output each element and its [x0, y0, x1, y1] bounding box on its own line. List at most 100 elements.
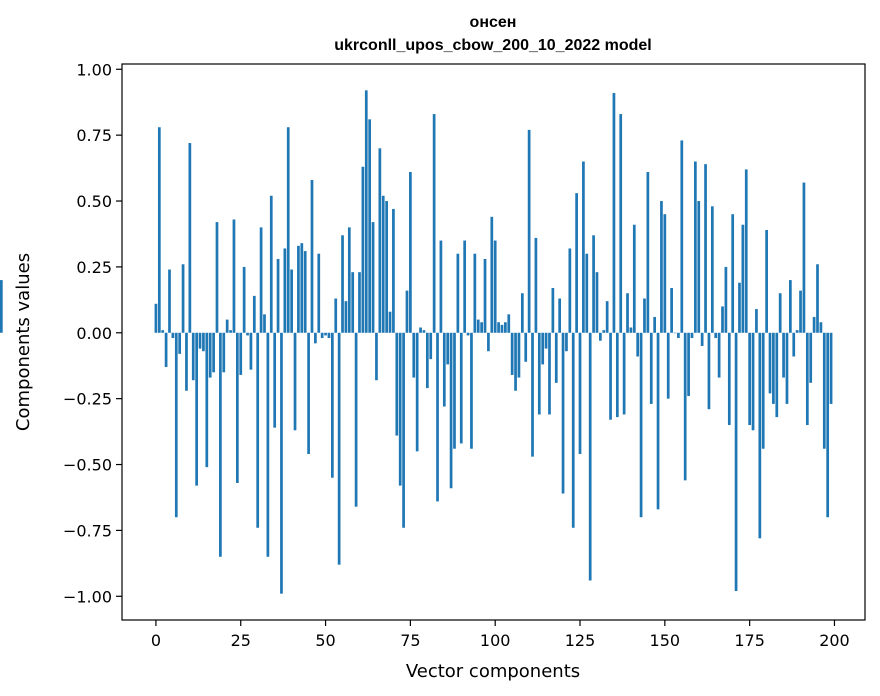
- bar-157: [687, 332, 690, 397]
- y-tick-label: 0.00: [76, 324, 112, 343]
- bar-83: [436, 332, 439, 502]
- bar-44: [303, 251, 307, 333]
- bar-150: [663, 214, 667, 333]
- bar-121: [565, 332, 568, 352]
- bar-72: [398, 332, 402, 486]
- bar-3: [164, 332, 168, 368]
- bar-70: [392, 208, 395, 333]
- bar-28: [249, 332, 253, 370]
- bar-196: [819, 322, 823, 333]
- bar-111: [531, 332, 534, 457]
- bar-185: [782, 332, 785, 378]
- bar-89: [456, 253, 460, 333]
- bar-141: [632, 224, 636, 333]
- bar-194: [812, 316, 816, 333]
- bar-43: [300, 243, 304, 333]
- bar-117: [551, 287, 555, 333]
- x-tick-label: 50: [315, 631, 335, 650]
- chart-title: онсен: [470, 14, 517, 31]
- bar-34: [269, 195, 273, 333]
- bar-146: [649, 332, 653, 404]
- bar-24: [235, 332, 239, 483]
- bar-110: [527, 129, 531, 333]
- bar-116: [548, 332, 551, 415]
- bar-79: [422, 330, 426, 333]
- bar-158: [690, 332, 694, 339]
- bar-94: [473, 253, 477, 333]
- bar-25: [239, 332, 243, 375]
- y-tick-label: −0.25: [63, 390, 112, 409]
- bar-63: [368, 119, 372, 333]
- bar-51: [327, 332, 331, 339]
- y-axis: −1.00 −0.75 −0.50 −0.25 0.00 0.25 0.50 0.75 1.00: [63, 60, 122, 606]
- bar-112: [534, 237, 538, 333]
- bar-114: [541, 332, 545, 365]
- bar-60: [358, 272, 361, 333]
- x-tick-label: 0: [151, 631, 161, 650]
- y-tick-label: −1.00: [63, 587, 112, 606]
- bar-38: [283, 248, 287, 333]
- bar-78: [419, 327, 422, 333]
- bar-165: [714, 332, 718, 339]
- x-tick-label: 25: [231, 631, 251, 650]
- bar-106: [514, 332, 517, 391]
- bar-171: [734, 332, 738, 592]
- bar-174: [744, 169, 748, 333]
- bar-15: [205, 332, 209, 468]
- bar-101: [497, 322, 500, 333]
- bar-163: [707, 332, 711, 410]
- bar-88: [453, 332, 456, 449]
- bar-130: [595, 272, 599, 333]
- bar-161: [700, 332, 704, 346]
- bar-192: [805, 332, 809, 426]
- bar-132: [602, 330, 606, 333]
- bar-137: [619, 114, 623, 333]
- bar-29: [252, 295, 256, 333]
- bar-81: [429, 332, 433, 360]
- bar-30: [256, 332, 260, 528]
- x-tick-label: 200: [819, 631, 850, 650]
- bar-35: [273, 332, 277, 428]
- bar-122: [568, 248, 572, 333]
- bar-56: [344, 301, 348, 333]
- y-tick-label: −0.75: [63, 521, 112, 540]
- bar-48: [317, 253, 321, 333]
- bar-8: [181, 264, 185, 333]
- bar-103: [504, 322, 507, 333]
- y-tick-label: 0.75: [76, 126, 112, 145]
- bar-62: [364, 90, 368, 333]
- bar-126: [582, 161, 585, 333]
- bar-186: [785, 332, 789, 404]
- bar-49: [320, 332, 324, 339]
- bar-80: [425, 332, 429, 389]
- bar-166: [717, 332, 721, 378]
- bar-123: [571, 332, 575, 528]
- bar-108: [520, 293, 524, 333]
- bar-155: [680, 140, 684, 333]
- bar-73: [402, 332, 405, 528]
- bar-160: [697, 201, 701, 333]
- x-axis: 0 25 50 75 100 125 150 175 200: [151, 620, 850, 650]
- bar-190: [799, 290, 802, 333]
- bar-100: [493, 240, 497, 333]
- bar-176: [751, 332, 755, 431]
- bar-199: [829, 332, 833, 404]
- bar-1: [157, 127, 161, 333]
- bar-138: [622, 332, 626, 415]
- bar-36: [276, 258, 280, 333]
- bar-136: [615, 332, 619, 418]
- bar-187: [789, 280, 792, 333]
- bar-99: [490, 216, 494, 333]
- bar-2: [161, 330, 165, 333]
- bar-175: [748, 332, 752, 426]
- bar-55: [341, 235, 344, 333]
- bar-95: [476, 319, 480, 333]
- bar-67: [381, 195, 385, 333]
- bar-169: [727, 332, 731, 426]
- x-axis-label: Vector components: [406, 661, 580, 682]
- bar-113: [537, 332, 541, 415]
- bar-93: [470, 332, 473, 449]
- bar-153: [673, 332, 677, 334]
- x-tick-label: 125: [565, 631, 596, 650]
- bar-193: [809, 332, 813, 383]
